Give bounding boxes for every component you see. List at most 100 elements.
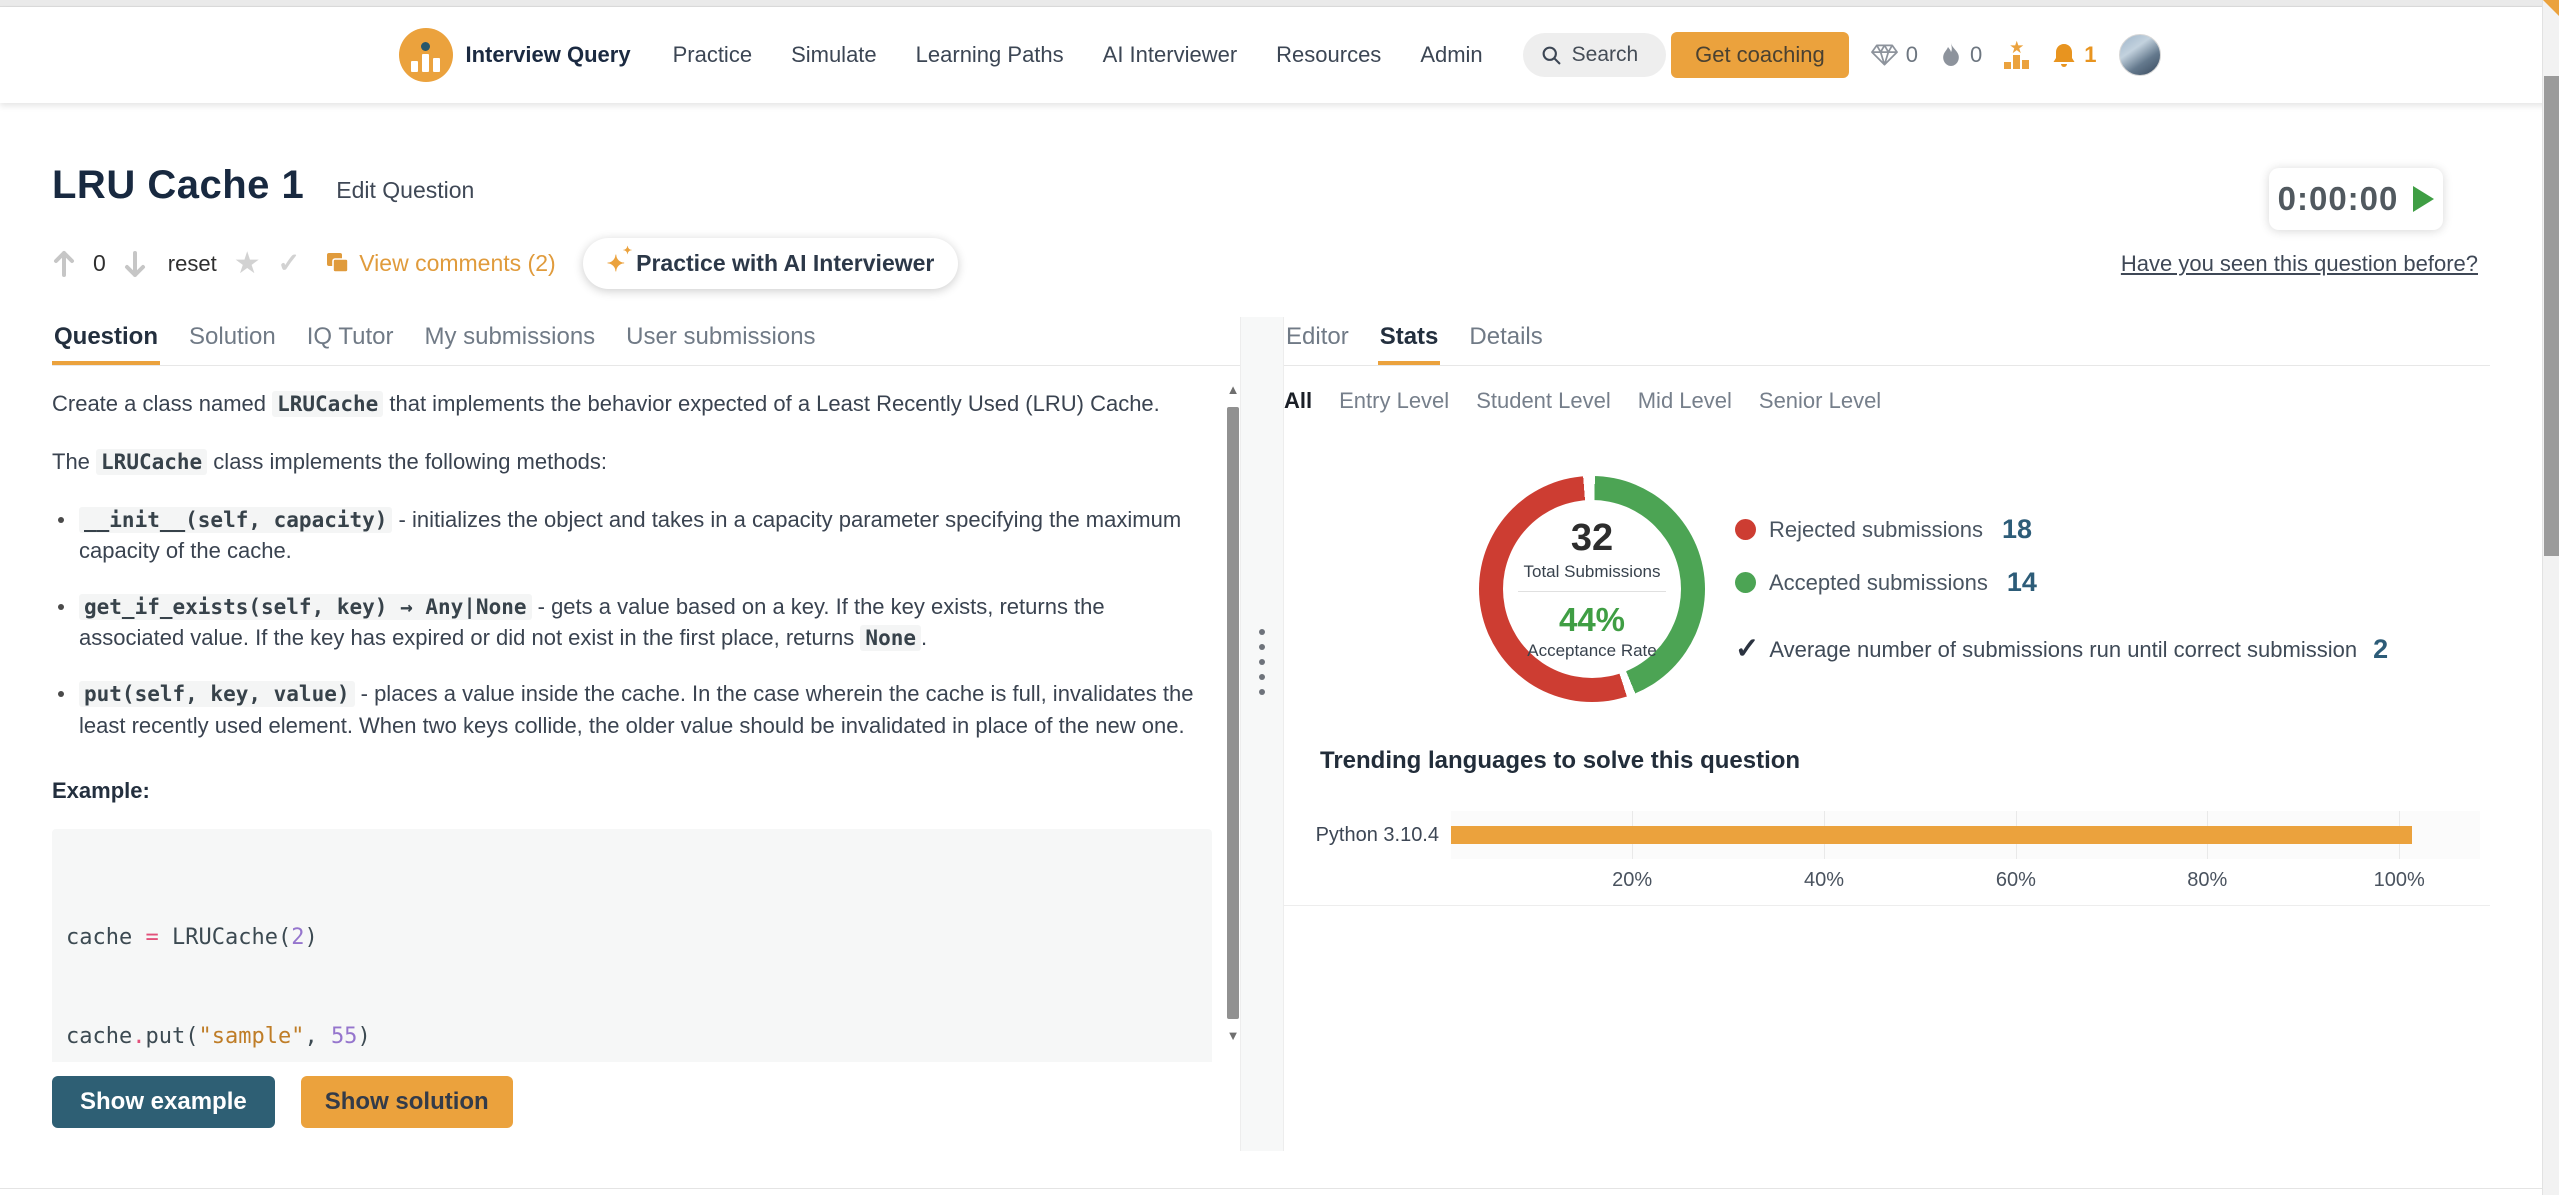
split-panels: Question Solution IQ Tutor My submission… <box>52 317 2490 1151</box>
rejected-dot-icon <box>1735 519 1756 540</box>
mark-solved-button[interactable]: ✓ <box>277 248 301 278</box>
nav-resources[interactable]: Resources <box>1276 42 1382 67</box>
search-button[interactable]: Search <box>1522 33 1667 77</box>
question-body: Create a class named LRUCache that imple… <box>52 366 1240 1062</box>
downvote-button[interactable] <box>123 250 147 278</box>
stats-panel-tabs: Editor Stats Details <box>1284 317 2490 366</box>
tab-details[interactable]: Details <box>1469 323 1543 350</box>
filter-student-level[interactable]: Student Level <box>1476 388 1611 413</box>
nav-practice[interactable]: Practice <box>672 42 753 67</box>
notifications-count: 1 <box>2084 42 2097 67</box>
corner-marker <box>2543 0 2559 16</box>
accepted-dot-icon <box>1735 572 1756 593</box>
code-line: cache.put("sample", 55) <box>66 1023 371 1049</box>
question-scrollbar[interactable]: ▲ ▼ <box>1226 383 1240 1043</box>
average-submissions-label: Average number of submissions run until … <box>1769 636 2358 662</box>
nav-learning-paths[interactable]: Learning Paths <box>915 42 1064 67</box>
streak-counter[interactable]: 0 <box>1940 42 1982 68</box>
scroll-up-arrow-icon[interactable]: ▲ <box>1226 382 1240 397</box>
total-submissions-label: Total Submissions <box>1523 562 1661 581</box>
nav-ai-interviewer[interactable]: AI Interviewer <box>1102 42 1238 67</box>
question-panel: Question Solution IQ Tutor My submission… <box>52 317 1240 1151</box>
favorite-star-button[interactable]: ★ <box>233 246 261 280</box>
submissions-donut-chart: 32 Total Submissions 44% Acceptance Rate <box>1479 476 1705 702</box>
interview-query-logo-icon <box>398 28 453 82</box>
x-tick: 40% <box>1803 869 1845 891</box>
filter-all[interactable]: All <box>1284 388 1313 413</box>
view-comments-link[interactable]: View comments (2) <box>325 250 556 277</box>
inline-code: put(self, key, value) <box>79 681 355 708</box>
streak-count: 0 <box>1970 42 1983 67</box>
donut-legend: Rejected submissions 18 Accepted submiss… <box>1735 476 2388 702</box>
submission-stats: 32 Total Submissions 44% Acceptance Rate… <box>1284 476 2490 702</box>
donut-center-labels: 32 Total Submissions 44% Acceptance Rate <box>1479 476 1705 702</box>
panel-resize-handle[interactable] <box>1240 317 1284 1151</box>
scroll-down-arrow-icon[interactable]: ▼ <box>1226 1028 1240 1043</box>
question-paragraph: The LRUCache class implements the follow… <box>52 448 608 475</box>
example-code-block: cache = LRUCache(2) cache.put("sample", … <box>52 828 1212 1062</box>
seen-question-before-link[interactable]: Have you seen this question before? <box>2120 250 2478 276</box>
list-item: put(self, key, value) - places a value i… <box>52 678 1212 741</box>
bar-category-label: Python 3.10.4 <box>1315 823 1439 846</box>
upvote-button[interactable] <box>52 250 76 278</box>
filter-senior-level[interactable]: Senior Level <box>1758 388 1882 413</box>
gems-counter[interactable]: 0 <box>1870 42 1918 68</box>
get-coaching-button[interactable]: Get coaching <box>1671 32 1849 78</box>
show-example-button[interactable]: Show example <box>52 1076 275 1128</box>
question-panel-tabs: Question Solution IQ Tutor My submission… <box>52 317 1240 366</box>
bar-chart-x-axis: 20% 40% 60% 80% 100% <box>1451 859 2480 891</box>
nav-simulate[interactable]: Simulate <box>791 42 877 67</box>
notifications-button[interactable]: 1 <box>2051 42 2097 69</box>
list-item: __init__(self, capacity) - initializes t… <box>52 504 1212 567</box>
nav-admin[interactable]: Admin <box>1420 42 1483 67</box>
rejected-value: 18 <box>2001 514 2033 544</box>
tab-solution[interactable]: Solution <box>189 323 276 350</box>
level-filters: All Entry Level Student Level Mid Level … <box>1284 388 2490 414</box>
acceptance-rate-label: Acceptance Rate <box>1527 641 1657 660</box>
legend-rejected: Rejected submissions 18 <box>1735 514 2388 545</box>
reset-votes-link[interactable]: reset <box>167 250 217 276</box>
python-usage-bar <box>1451 826 2413 844</box>
gems-count: 0 <box>1905 42 1918 67</box>
check-icon: ✓ <box>1735 633 1760 665</box>
tab-editor[interactable]: Editor <box>1286 323 1349 350</box>
total-submissions-value: 32 <box>1570 517 1614 559</box>
tab-my-submissions[interactable]: My submissions <box>424 323 596 350</box>
list-item: get_if_exists(self, key) → Any|None - ge… <box>52 591 1212 655</box>
edit-question-link[interactable]: Edit Question <box>336 177 475 203</box>
bar-chart-plot-area <box>1451 811 2480 859</box>
comments-icon <box>327 253 350 273</box>
page-bottom-divider <box>0 1188 2542 1189</box>
timer-play-button[interactable] <box>2413 186 2435 212</box>
accepted-value: 14 <box>2006 567 2037 597</box>
scrollbar-thumb[interactable] <box>1227 407 1239 1019</box>
tab-question[interactable]: Question <box>52 317 161 365</box>
brand-name: Interview Query <box>465 42 631 67</box>
inline-code: LRUCache <box>272 391 384 417</box>
tab-iq-tutor[interactable]: IQ Tutor <box>306 323 394 350</box>
brand-home-link[interactable]: Interview Query <box>398 28 631 82</box>
tab-user-submissions[interactable]: User submissions <box>626 323 816 350</box>
rejected-label: Rejected submissions <box>1769 516 1983 542</box>
main-header: Interview Query Practice Simulate Learni… <box>0 7 2559 103</box>
page-scrollbar[interactable] <box>2542 0 2559 1195</box>
practice-ai-label: Practice with AI Interviewer <box>636 250 935 276</box>
practice-ai-interviewer-button[interactable]: ✦ Practice with AI Interviewer <box>582 238 959 289</box>
leaderboard-rank-icon[interactable]: ★ <box>2004 39 2030 69</box>
trending-languages-bar-chart: Python 3.10.4 <box>1284 811 2490 859</box>
question-paragraph: Create a class named LRUCache that imple… <box>52 391 1160 417</box>
filter-mid-level[interactable]: Mid Level <box>1637 388 1732 413</box>
page-title: LRU Cache 1 <box>52 163 305 207</box>
sparkles-icon: ✦ <box>607 246 633 275</box>
average-submissions-row: ✓ Average number of submissions run unti… <box>1735 634 2388 665</box>
timer-value: 0:00:00 <box>2277 180 2399 217</box>
page-scrollbar-thumb[interactable] <box>2544 76 2559 556</box>
filter-entry-level[interactable]: Entry Level <box>1339 388 1450 413</box>
flame-icon <box>1943 43 1959 66</box>
drag-dots-icon <box>1259 629 1265 695</box>
show-solution-button[interactable]: Show solution <box>300 1076 513 1128</box>
center-divider <box>1518 591 1666 592</box>
tab-stats[interactable]: Stats <box>1377 317 1441 365</box>
trending-languages-heading: Trending languages to solve this questio… <box>1320 747 1801 774</box>
user-avatar[interactable] <box>2118 34 2161 76</box>
